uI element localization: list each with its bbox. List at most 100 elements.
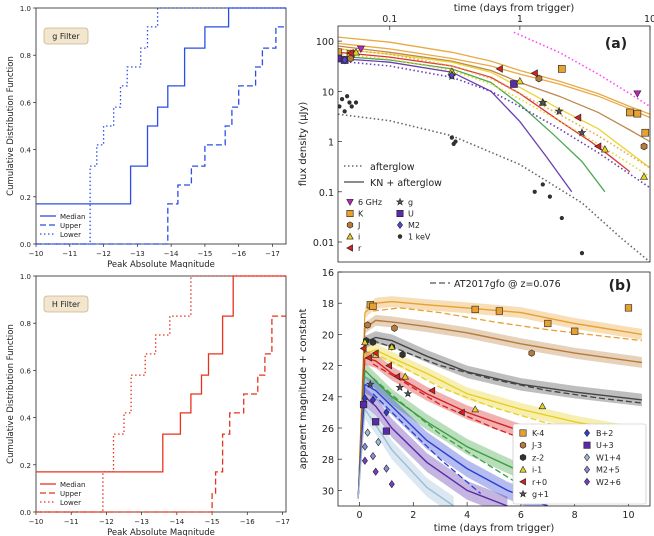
data-point <box>341 55 348 65</box>
plot-area <box>35 7 287 245</box>
data-point <box>471 405 480 413</box>
legend-box <box>512 423 647 505</box>
data-point <box>532 189 537 194</box>
legend-marker <box>584 477 590 486</box>
y-tick-label: 0.0 <box>20 241 31 249</box>
x-tick-label: 0.1 <box>382 14 397 25</box>
x-tick-label: −14 <box>169 518 184 526</box>
panel-label: (b) <box>609 278 632 294</box>
data-point <box>395 382 405 392</box>
data-point <box>351 48 361 56</box>
data-point <box>515 76 524 85</box>
reference-curve <box>372 377 535 495</box>
data-point <box>383 408 390 417</box>
x-tick-label: −10 <box>29 518 44 526</box>
legend-label: g <box>408 198 413 207</box>
reference-curve <box>372 393 482 494</box>
data-point <box>448 70 456 80</box>
data-point <box>428 386 436 395</box>
y-axis-label: apparent magnitude + constant <box>298 309 309 470</box>
data-point <box>573 113 582 122</box>
legend-label: i-1 <box>532 466 542 475</box>
data-point <box>346 48 354 58</box>
data-point <box>640 142 648 151</box>
y-tick-label: 30 <box>322 486 334 497</box>
y-tick-label: 26 <box>322 424 334 435</box>
cdf-line-upper <box>36 26 286 245</box>
data-point <box>391 324 398 332</box>
legend-label: U+3 <box>596 441 614 450</box>
data-point <box>577 128 587 137</box>
legend-marker <box>397 234 403 239</box>
y-tick-label: 0.2 <box>20 462 31 470</box>
legend-marker <box>518 489 528 498</box>
x-tick-label: −12 <box>99 518 114 526</box>
data-point <box>471 305 479 314</box>
data-point <box>382 427 391 435</box>
data-point <box>339 97 345 102</box>
x-tick-label: −14 <box>164 250 179 258</box>
filter-badge-label: g Filter <box>52 32 80 41</box>
data-point <box>369 338 377 346</box>
data-point <box>349 104 354 109</box>
legend-label: Lower <box>60 231 81 239</box>
legend-label: J-3 <box>531 441 542 450</box>
data-point <box>372 418 380 426</box>
y-tick-label: 100 <box>316 37 334 48</box>
cdf-line-median <box>36 7 286 205</box>
legend-label: K-4 <box>532 429 544 438</box>
model-curve <box>364 319 642 364</box>
data-point <box>579 251 585 256</box>
data-point <box>369 302 377 310</box>
y-tick-label: 0.01 <box>313 238 334 249</box>
x-tick-label: −10 <box>29 250 44 258</box>
legend-label: B+2 <box>596 429 613 438</box>
plot-frame <box>337 271 651 507</box>
data-point <box>571 327 579 335</box>
legend-label: KN + afterglow <box>370 178 442 189</box>
legend-label: Lower <box>60 499 81 507</box>
data-point <box>538 97 548 107</box>
data-point <box>594 142 602 151</box>
model-curve <box>364 383 549 506</box>
data-point <box>540 182 545 187</box>
y-tick-label: 18 <box>322 299 334 310</box>
data-point <box>347 100 352 105</box>
h-filter-cdf-chart: 0.0 0.2 0.4 0.6 0.8 1.0 −10 −11 −12 −13 −14 −15 −16 −… <box>6 273 290 536</box>
data-point <box>364 353 372 362</box>
y-tick-label: 0.2 <box>20 194 31 202</box>
data-point <box>369 451 376 461</box>
data-point <box>633 109 642 118</box>
data-point <box>639 172 649 180</box>
filter-badge <box>43 27 89 45</box>
legend-marker <box>397 220 403 230</box>
y-axis-label: Cumulative Distribution Function <box>6 324 16 464</box>
legend-label: Median <box>60 213 85 221</box>
data-point <box>338 48 342 57</box>
legend-label: 1 keV <box>408 233 431 242</box>
data-point <box>641 128 650 137</box>
legend-label: W1+4 <box>596 453 621 462</box>
data-point <box>338 104 342 109</box>
x-axis-label: Peak Absolute Magnitude <box>107 528 215 536</box>
plot-frame <box>337 25 651 263</box>
model-curve <box>338 36 650 115</box>
model-curve <box>338 48 650 169</box>
legend-label: r <box>358 244 362 253</box>
model-curve <box>364 336 642 401</box>
x-tick-label: −12 <box>96 250 111 258</box>
cdf-line-median <box>36 275 286 473</box>
x-axis-label: time (days from trigger) <box>434 523 555 534</box>
legend-marker <box>395 197 405 206</box>
legend-label: 6 GHz <box>358 198 382 207</box>
data-point <box>558 65 566 73</box>
y-tick-label: 22 <box>322 362 334 373</box>
legend-marker <box>584 453 590 462</box>
data-point <box>365 379 375 389</box>
y-tick-label: 1.0 <box>20 5 31 13</box>
legend-label: Upper <box>60 490 81 498</box>
data-point <box>388 479 395 489</box>
reference-curve <box>372 307 642 342</box>
data-point <box>371 349 379 357</box>
